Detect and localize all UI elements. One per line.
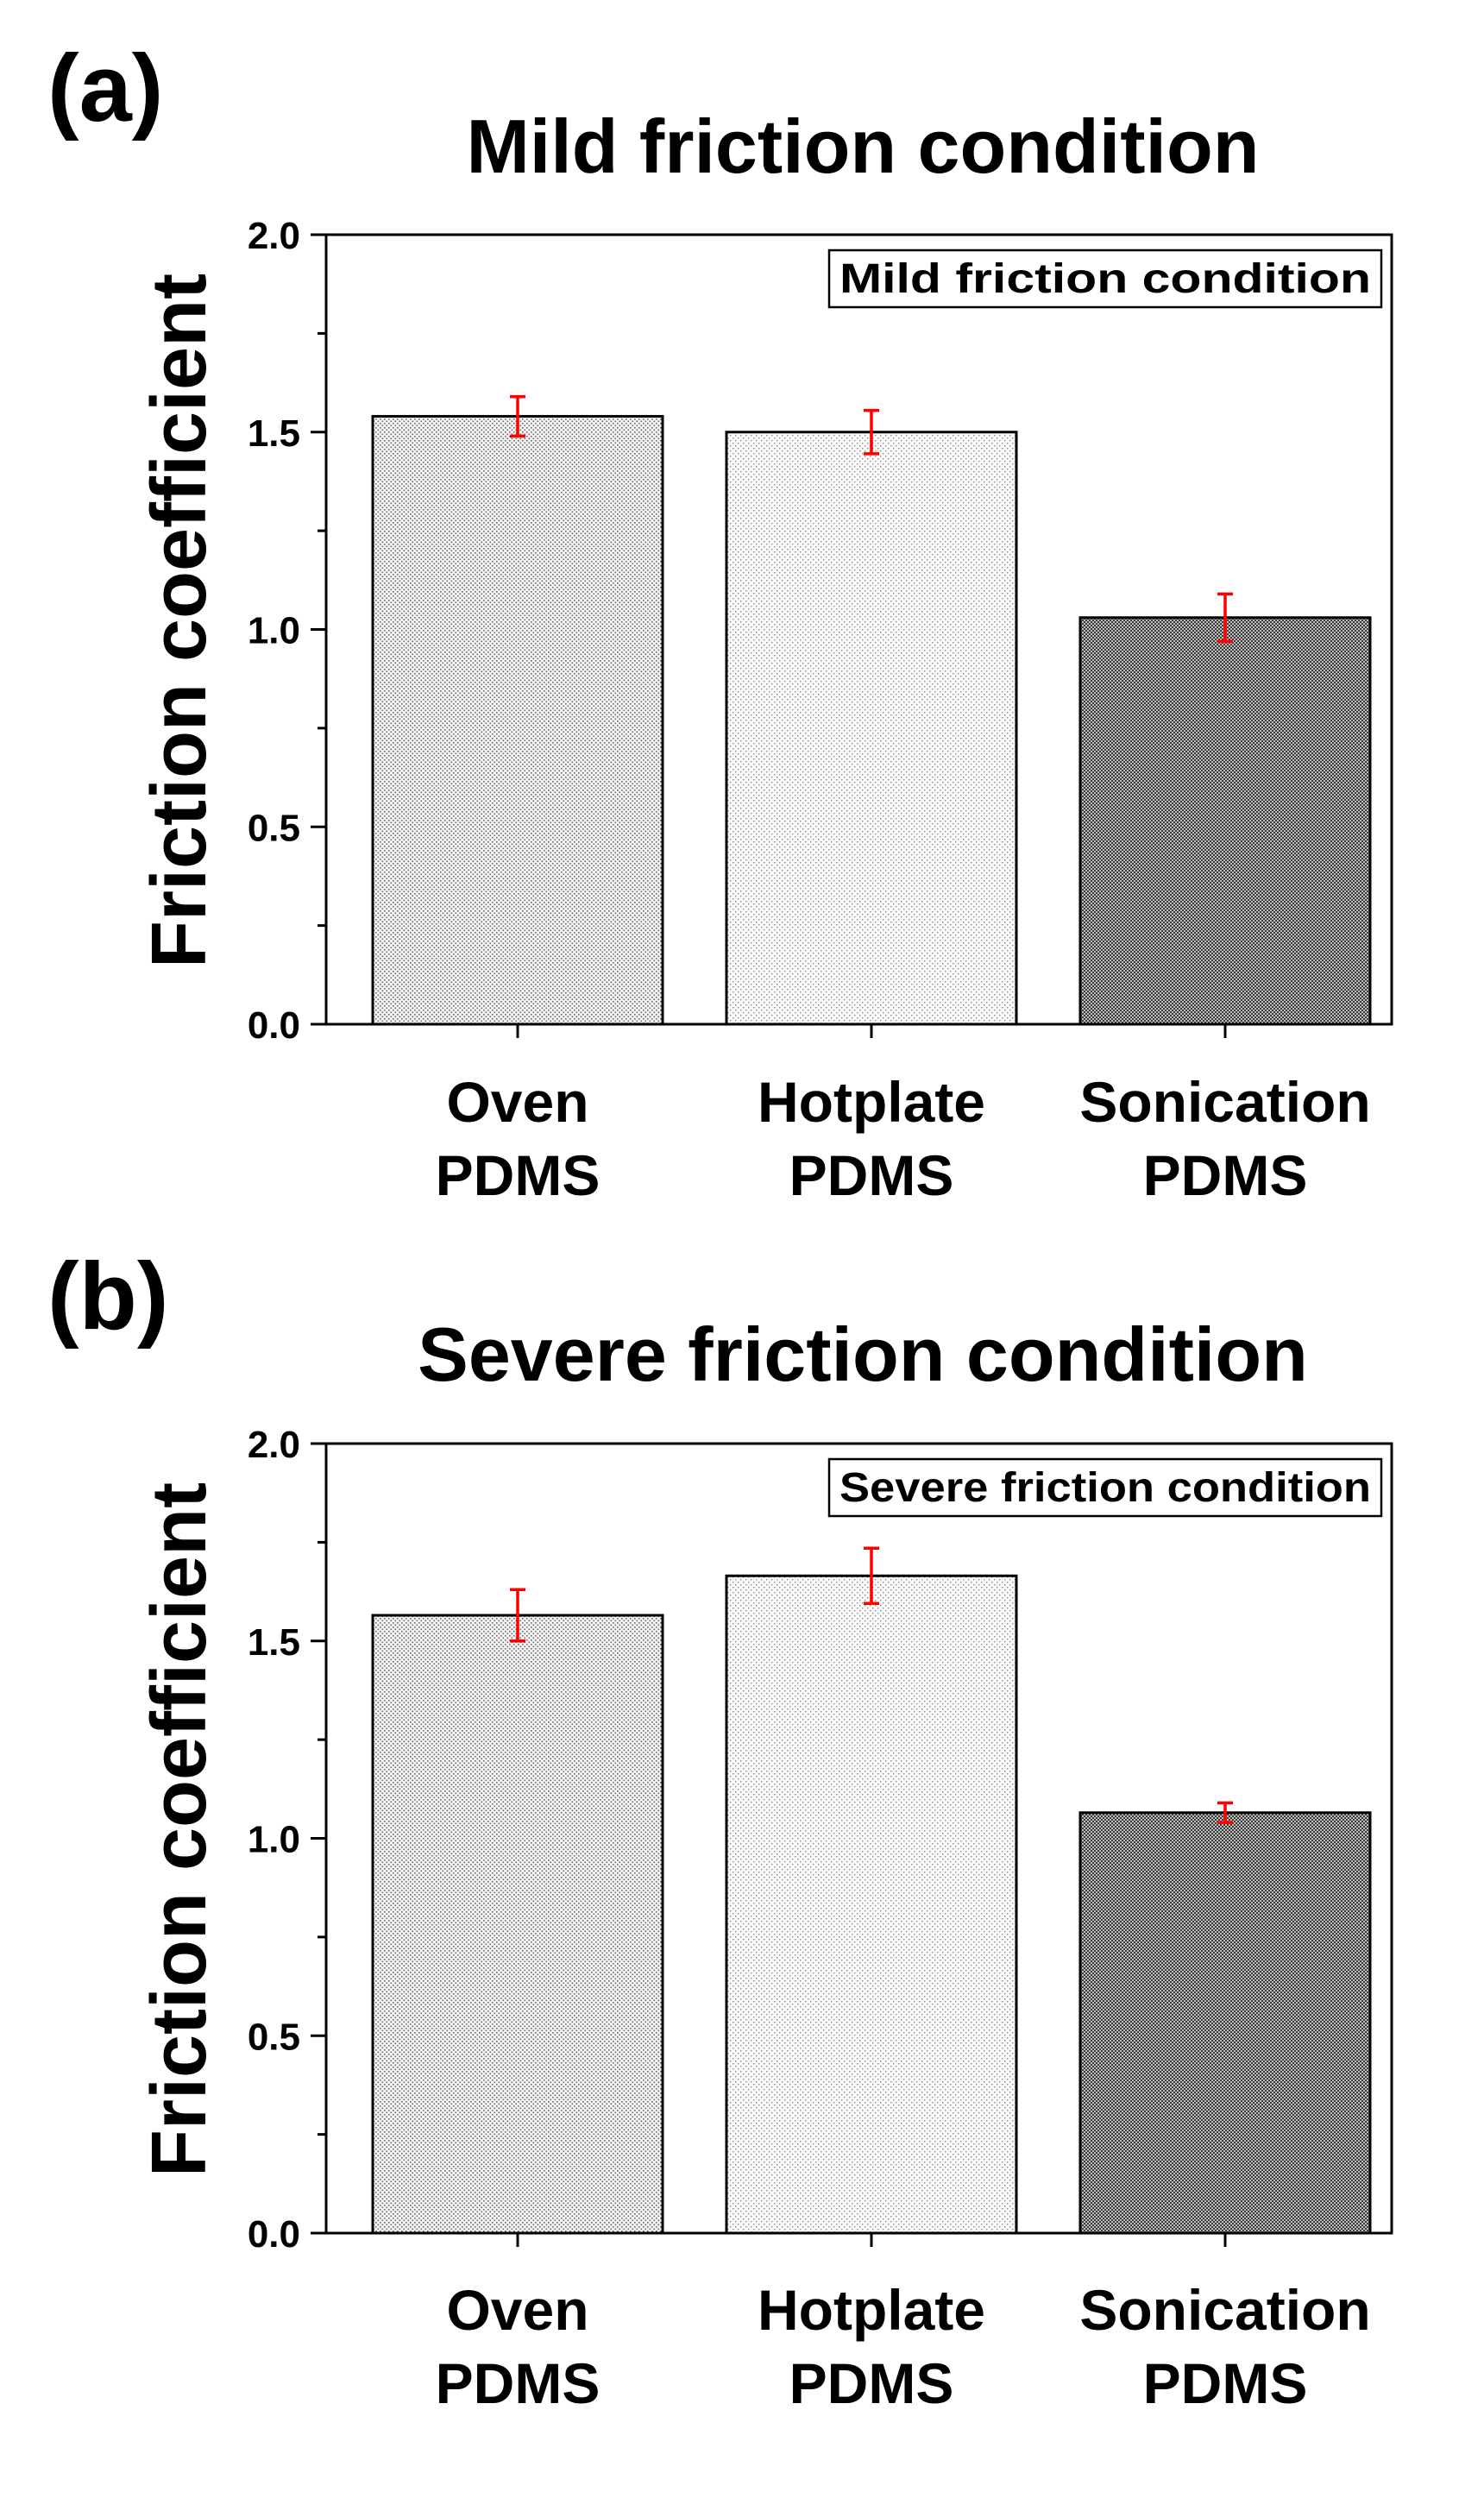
legend-text: Mild friction condition bbox=[839, 256, 1371, 302]
error-bar-hotplate bbox=[864, 408, 879, 456]
x-tick-label: PDMS bbox=[1143, 2351, 1308, 2415]
x-tick-label: PDMS bbox=[436, 2351, 601, 2415]
x-tick-label: PDMS bbox=[1143, 1143, 1308, 1207]
error-bar-hotplate bbox=[864, 1546, 879, 1606]
x-tick-label: PDMS bbox=[789, 2351, 954, 2415]
x-tick-label: Sonication bbox=[1079, 2278, 1370, 2342]
bar-hotplate bbox=[725, 431, 1018, 1026]
legend-box bbox=[827, 1457, 1383, 1518]
legend-text: Severe friction condition bbox=[839, 1465, 1371, 1511]
bar-hotplate bbox=[725, 1574, 1018, 2235]
x-tick-label: Hotplate bbox=[758, 2278, 985, 2342]
legend: Mild friction condition bbox=[827, 249, 1383, 309]
error-bar-sonication bbox=[1217, 1801, 1233, 1824]
x-tick-label: PDMS bbox=[789, 1143, 954, 1207]
chart-panel-a: (a) Mild friction condition 0.0 0.5 1.0 1.5 2.… bbox=[47, 35, 1393, 1207]
error-bar-oven bbox=[510, 1588, 525, 1643]
error-bar-sonication bbox=[1217, 592, 1233, 643]
chart-title: Mild friction condition bbox=[467, 104, 1260, 189]
x-tick-label: PDMS bbox=[436, 1143, 601, 1207]
y-tick-label: 0.0 bbox=[248, 1004, 300, 1047]
x-axis-ticks bbox=[516, 2233, 1227, 2247]
y-axis-ticks bbox=[311, 233, 326, 1026]
bar-oven bbox=[371, 1614, 664, 2235]
x-tick-label: Oven bbox=[446, 1070, 588, 1134]
y-tick-label: 1.0 bbox=[248, 610, 300, 652]
y-tick-label: 2.0 bbox=[248, 1424, 300, 1466]
y-axis-title: Friction coefficient bbox=[136, 274, 223, 968]
bar-sonication bbox=[1078, 1811, 1372, 2235]
chart-title: Severe friction condition bbox=[418, 1312, 1308, 1397]
x-tick-label: Sonication bbox=[1079, 1070, 1370, 1134]
y-tick-label: 0.5 bbox=[248, 807, 300, 849]
x-tick-label: Oven bbox=[446, 2278, 588, 2342]
legend-box bbox=[827, 249, 1383, 309]
y-tick-label: 0.0 bbox=[248, 2213, 300, 2256]
panel-label: (b) bbox=[47, 1243, 168, 1350]
legend: Severe friction condition bbox=[827, 1457, 1383, 1518]
y-tick-label: 1.0 bbox=[248, 1819, 300, 1861]
error-bar-oven bbox=[510, 394, 525, 438]
y-tick-label: 1.5 bbox=[248, 412, 300, 455]
x-tick-label: Hotplate bbox=[758, 1070, 985, 1134]
y-axis-ticks bbox=[311, 1442, 326, 2235]
y-tick-label: 1.5 bbox=[248, 1621, 300, 1664]
bar-oven bbox=[371, 414, 664, 1026]
x-axis-ticks bbox=[516, 1024, 1227, 1038]
chart-panel-b: (b) Severe friction condition 0.0 0.5 1.0 1.5… bbox=[47, 1243, 1393, 2415]
y-axis-title: Friction coefficient bbox=[136, 1482, 223, 2177]
y-tick-label: 0.5 bbox=[248, 2016, 300, 2058]
panel-label: (a) bbox=[47, 35, 163, 142]
bar-sonication bbox=[1078, 616, 1372, 1026]
y-tick-label: 2.0 bbox=[248, 215, 300, 257]
